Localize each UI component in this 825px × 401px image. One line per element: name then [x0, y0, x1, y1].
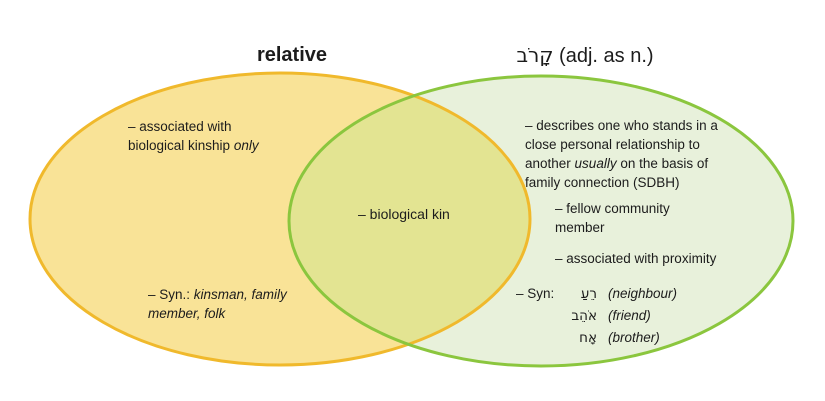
- right-ellipse-border: [287, 74, 795, 368]
- right-description-line3: another usually on the basis of: [525, 154, 718, 173]
- right-title-hebrew-word: קָרֹב: [516, 43, 554, 67]
- left-bullet-kinship: – associated with biological kinship onl…: [128, 117, 259, 155]
- left-bullet-kinship-line2: biological kinship only: [128, 136, 259, 155]
- desc-line3-plain-a: another: [525, 156, 575, 171]
- hebrew-word-neighbour: רֵעַ: [580, 286, 597, 302]
- right-description-line2: close personal relationship to: [525, 137, 700, 152]
- right-title-suffix: (adj. as n.): [553, 45, 654, 67]
- overlap-lens: [289, 76, 530, 365]
- gloss-brother: (brother): [608, 330, 660, 345]
- community-line2: member: [555, 220, 605, 235]
- right-bullet-community: – fellow community member: [555, 199, 670, 237]
- right-description-line4: family connection (SDBH): [525, 175, 680, 190]
- left-synonyms-line1: – Syn.: kinsman, family: [148, 285, 287, 304]
- left-synonyms-line2: member, folk: [148, 306, 226, 321]
- syn-row: אָח (brother): [563, 327, 677, 349]
- hebrew-word-friend: אֹהֵב: [571, 308, 597, 324]
- syn-row: רֵעַ (neighbour): [563, 283, 677, 305]
- right-bullet-proximity: – associated with proximity: [555, 251, 717, 266]
- kinship-line2-italic: only: [233, 138, 259, 153]
- left-syn-line1: kinsman, family: [193, 287, 287, 302]
- gloss-neighbour: (neighbour): [608, 286, 678, 301]
- left-synonyms: – Syn.: kinsman, family member, folk: [148, 285, 287, 323]
- gloss-friend: (friend): [608, 308, 651, 323]
- community-line1: – fellow community: [555, 201, 670, 216]
- kinship-line2-plain: biological kinship: [128, 138, 234, 153]
- left-syn-label: – Syn.:: [148, 287, 194, 302]
- hebrew-word-brother: אָח: [579, 330, 597, 346]
- right-synonyms: – Syn: רֵעַ (neighbour) אֹהֵב (friend) א…: [516, 283, 677, 349]
- desc-line3-italic: usually: [574, 156, 617, 171]
- overlap-bullet: – biological kin: [358, 206, 450, 222]
- right-title: קָרֹב (adj. as n.): [470, 42, 700, 69]
- left-ellipse-border: [28, 71, 532, 367]
- right-description-line1: – describes one who stands in a: [525, 118, 718, 133]
- right-syn-rows: רֵעַ (neighbour) אֹהֵב (friend) אָח (bro…: [563, 283, 677, 349]
- right-syn-label: – Syn:: [516, 286, 555, 301]
- left-title-label: relative: [256, 44, 328, 66]
- right-description: – describes one who stands in a close pe…: [525, 116, 718, 192]
- left-title: relative: [182, 42, 402, 68]
- syn-row: אֹהֵב (friend): [563, 305, 677, 327]
- left-bullet-kinship-line1: – associated with: [128, 119, 232, 134]
- desc-line3-plain-b: on the basis of: [616, 156, 709, 171]
